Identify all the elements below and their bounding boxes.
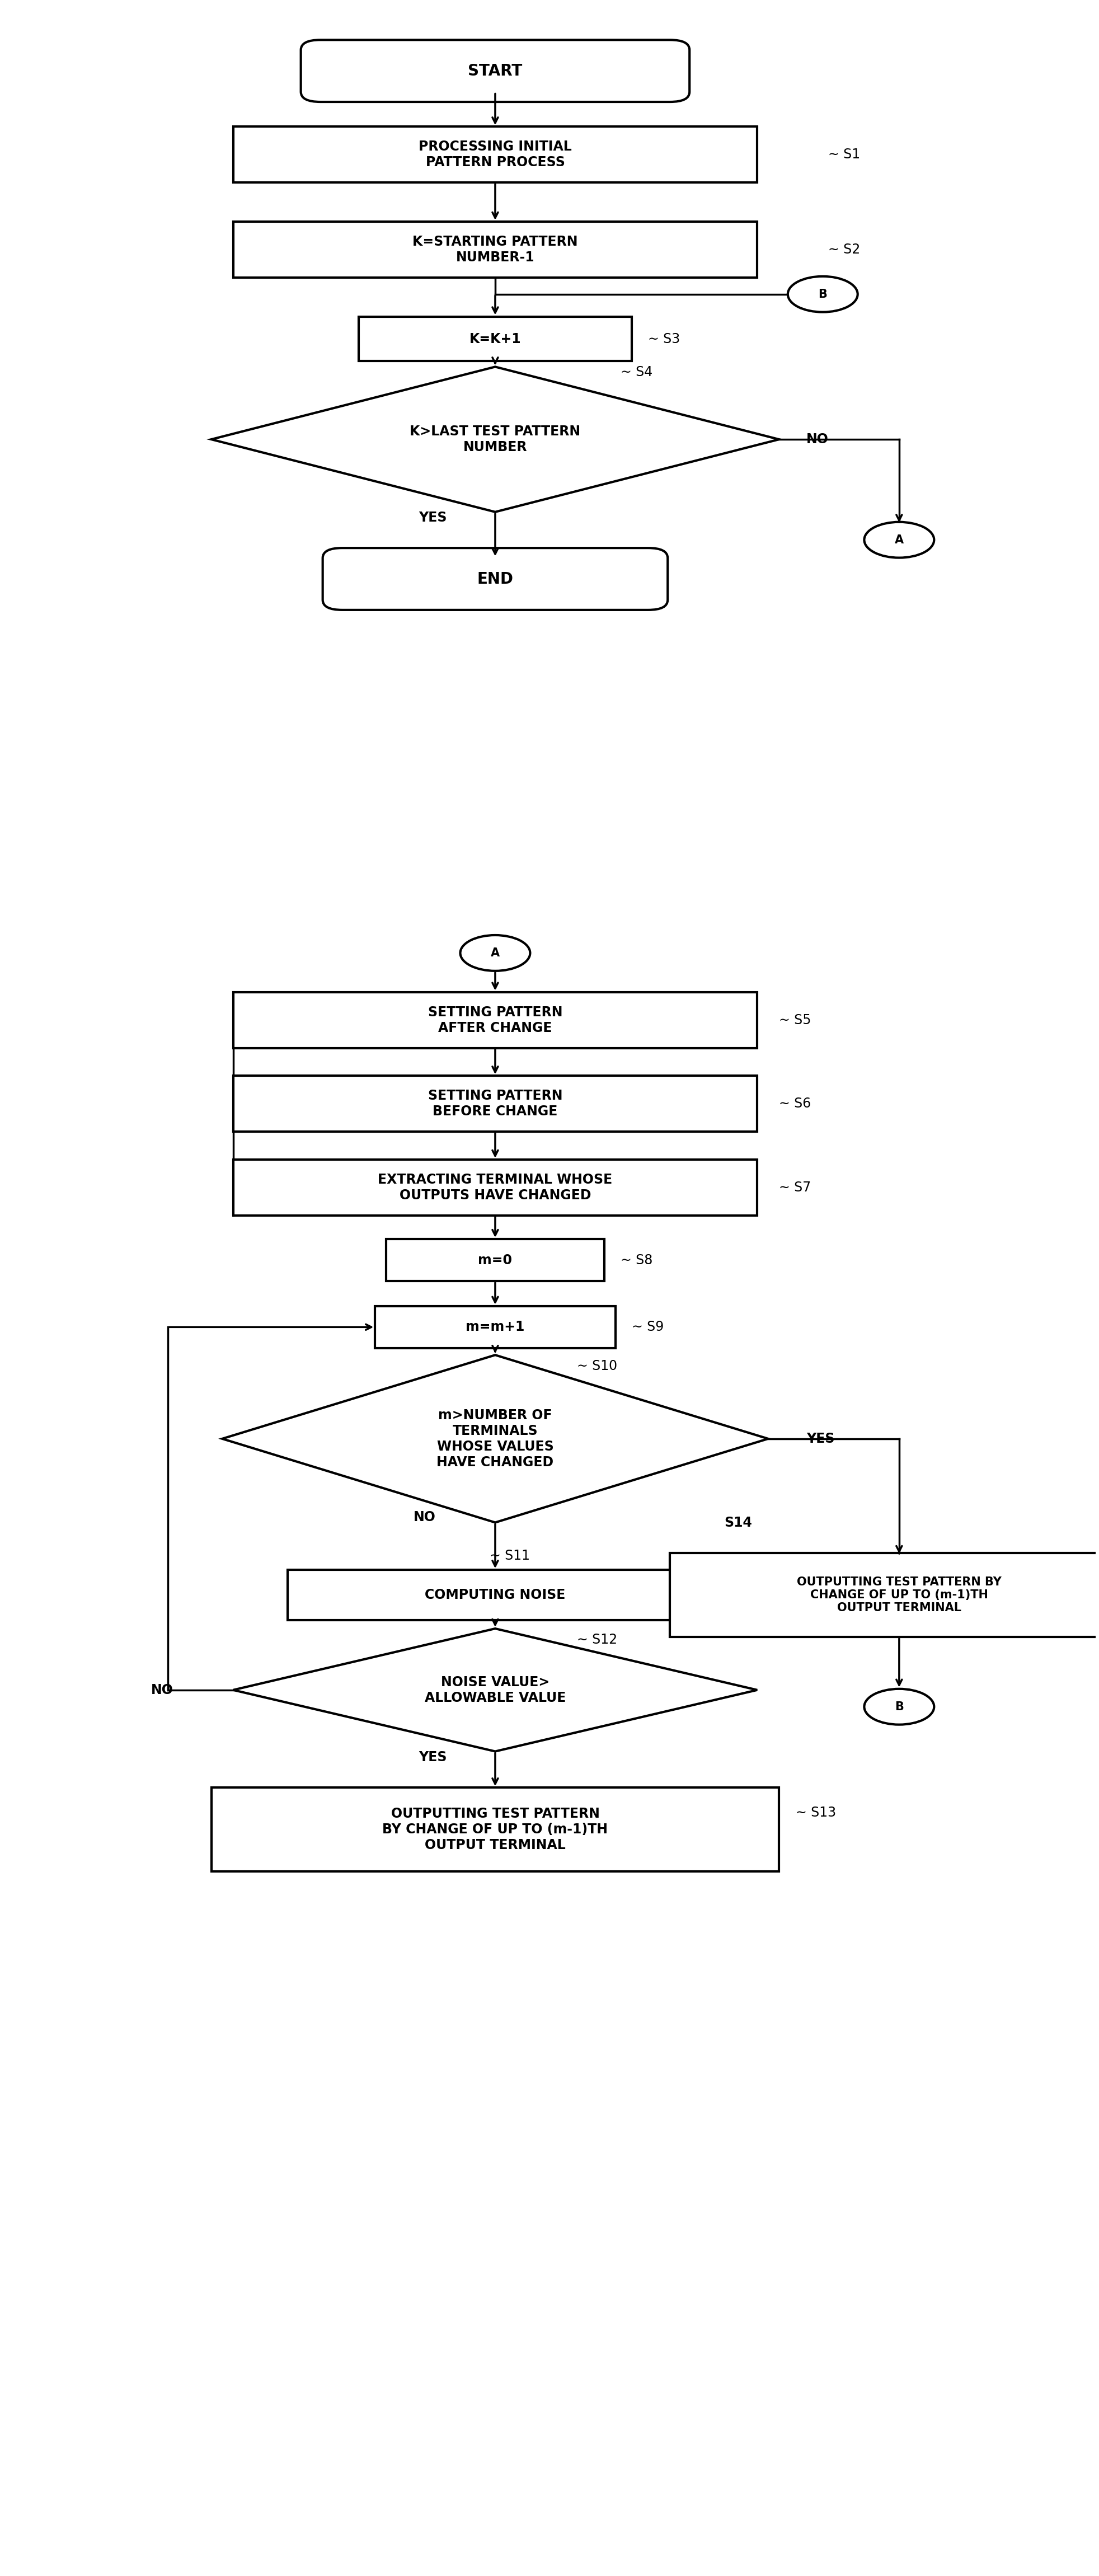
Text: NO: NO <box>152 1682 174 1698</box>
Text: OUTPUTTING TEST PATTERN BY
CHANGE OF UP TO (m-1)TH
OUTPUT TERMINAL: OUTPUTTING TEST PATTERN BY CHANGE OF UP … <box>797 1577 1001 1613</box>
Text: ∼ S5: ∼ S5 <box>779 1012 811 1028</box>
Text: YES: YES <box>419 510 447 526</box>
Text: m>NUMBER OF
TERMINALS
WHOSE VALUES
HAVE CHANGED: m>NUMBER OF TERMINALS WHOSE VALUES HAVE … <box>436 1409 554 1468</box>
Text: A: A <box>895 533 903 546</box>
Bar <box>211 1788 779 1870</box>
Circle shape <box>864 1690 934 1723</box>
Text: SETTING PATTERN
AFTER CHANGE: SETTING PATTERN AFTER CHANGE <box>428 1005 563 1036</box>
Text: PROCESSING INITIAL
PATTERN PROCESS: PROCESSING INITIAL PATTERN PROCESS <box>419 139 571 170</box>
Polygon shape <box>222 1355 768 1522</box>
Bar <box>233 1159 757 1216</box>
Bar <box>233 1077 757 1131</box>
Text: ∼ S11: ∼ S11 <box>489 1548 530 1564</box>
Text: COMPUTING NOISE: COMPUTING NOISE <box>424 1589 565 1602</box>
Bar <box>375 1306 615 1347</box>
Bar <box>233 222 757 278</box>
Text: ∼ S3: ∼ S3 <box>647 332 679 345</box>
FancyBboxPatch shape <box>301 39 689 103</box>
Text: END: END <box>477 572 513 587</box>
Text: B: B <box>818 289 826 299</box>
Bar <box>386 1239 604 1280</box>
Text: YES: YES <box>806 1432 834 1445</box>
Polygon shape <box>233 1628 757 1752</box>
Text: K>LAST TEST PATTERN
NUMBER: K>LAST TEST PATTERN NUMBER <box>410 425 580 453</box>
Text: B: B <box>895 1700 903 1713</box>
Text: ∼ S12: ∼ S12 <box>577 1633 618 1646</box>
Bar <box>233 126 757 183</box>
Bar <box>358 317 631 361</box>
Text: ∼ S9: ∼ S9 <box>631 1321 664 1334</box>
Text: ∼ S10: ∼ S10 <box>577 1360 618 1373</box>
Text: YES: YES <box>419 1749 447 1765</box>
Text: m=m+1: m=m+1 <box>466 1321 524 1334</box>
FancyBboxPatch shape <box>322 549 667 611</box>
Circle shape <box>864 523 934 559</box>
Text: NO: NO <box>806 433 829 446</box>
Bar <box>233 992 757 1048</box>
Text: K=STARTING PATTERN
NUMBER-1: K=STARTING PATTERN NUMBER-1 <box>412 234 578 263</box>
Text: ∼ S7: ∼ S7 <box>779 1180 811 1195</box>
Text: ∼ S2: ∼ S2 <box>828 242 859 255</box>
Text: S14: S14 <box>724 1515 752 1530</box>
Text: ∼ S13: ∼ S13 <box>795 1806 835 1819</box>
Text: ∼ S1: ∼ S1 <box>828 147 859 162</box>
Text: START: START <box>468 62 522 80</box>
Text: K=K+1: K=K+1 <box>469 332 521 345</box>
Text: OUTPUTTING TEST PATTERN
BY CHANGE OF UP TO (m-1)TH
OUTPUT TERMINAL: OUTPUTTING TEST PATTERN BY CHANGE OF UP … <box>382 1808 608 1852</box>
Text: SETTING PATTERN
BEFORE CHANGE: SETTING PATTERN BEFORE CHANGE <box>428 1090 563 1118</box>
Circle shape <box>460 935 530 971</box>
Text: NO: NO <box>413 1510 435 1522</box>
Bar <box>669 1553 1099 1636</box>
Text: ∼ S6: ∼ S6 <box>779 1097 811 1110</box>
Text: ∼ S8: ∼ S8 <box>621 1255 653 1267</box>
Polygon shape <box>211 366 779 513</box>
Text: A: A <box>490 948 499 958</box>
Bar <box>288 1569 702 1620</box>
Text: m=0: m=0 <box>478 1255 512 1267</box>
Circle shape <box>787 276 857 312</box>
Text: EXTRACTING TERMINAL WHOSE
OUTPUTS HAVE CHANGED: EXTRACTING TERMINAL WHOSE OUTPUTS HAVE C… <box>378 1172 612 1203</box>
Text: ∼ S4: ∼ S4 <box>621 366 653 379</box>
Text: NOISE VALUE>
ALLOWABLE VALUE: NOISE VALUE> ALLOWABLE VALUE <box>424 1674 566 1705</box>
